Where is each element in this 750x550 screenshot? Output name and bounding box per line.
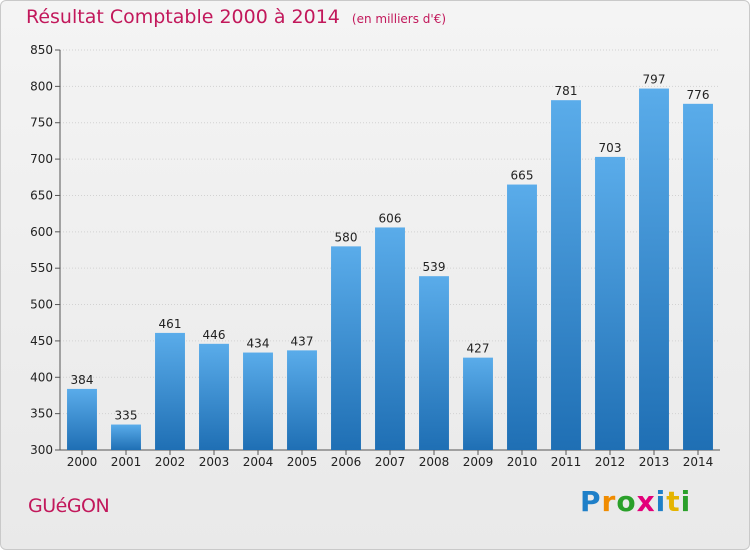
y-tick-label: 500 — [30, 298, 53, 312]
y-tick-label: 700 — [30, 152, 53, 166]
bar-2001 — [111, 424, 141, 450]
x-tick-label-2012: 2012 — [595, 455, 626, 469]
data-label-2005: 437 — [291, 334, 314, 348]
logo-letter: r — [601, 485, 617, 518]
y-tick-label: 750 — [30, 116, 53, 130]
bar-2010 — [507, 184, 537, 450]
x-tick-label-2014: 2014 — [683, 455, 714, 469]
x-tick-label-2004: 2004 — [243, 455, 274, 469]
data-label-2011: 781 — [555, 84, 578, 98]
logo-letter: i — [655, 485, 667, 518]
place-name: GUéGON — [28, 495, 110, 517]
x-tick-label-2010: 2010 — [507, 455, 538, 469]
data-label-2006: 580 — [335, 230, 358, 244]
bar-2000 — [67, 388, 97, 450]
y-tick-label: 550 — [30, 261, 53, 275]
data-label-2000: 384 — [71, 373, 94, 387]
y-tick-label: 400 — [30, 370, 53, 384]
data-label-2010: 665 — [511, 169, 534, 183]
x-tick-label-2002: 2002 — [155, 455, 186, 469]
data-label-2014: 776 — [687, 88, 710, 102]
logo-letter: P — [580, 485, 602, 518]
data-label-2001: 335 — [115, 409, 138, 423]
x-tick-label-2009: 2009 — [463, 455, 494, 469]
y-tick-label: 450 — [30, 334, 53, 348]
y-tick-label: 650 — [30, 188, 53, 202]
logo-letter: o — [616, 485, 637, 518]
bar-2008 — [419, 276, 449, 450]
data-label-2007: 606 — [379, 211, 402, 225]
chart-title-main: Résultat Comptable 2000 à 2014 — [26, 6, 340, 28]
data-label-2009: 427 — [467, 342, 490, 356]
data-label-2012: 703 — [599, 141, 622, 155]
x-tick-label-2000: 2000 — [67, 455, 98, 469]
y-tick-label: 350 — [30, 407, 53, 421]
data-label-2004: 434 — [247, 337, 270, 351]
x-tick-label-2005: 2005 — [287, 455, 318, 469]
bar-2014 — [683, 103, 713, 451]
data-label-2013: 797 — [643, 73, 666, 87]
bar-2006 — [331, 246, 361, 450]
x-tick-label-2008: 2008 — [419, 455, 450, 469]
x-tick-label-2006: 2006 — [331, 455, 362, 469]
bar-2011 — [551, 100, 581, 450]
data-label-2003: 446 — [203, 328, 226, 342]
x-tick-label-2003: 2003 — [199, 455, 230, 469]
bar-2002 — [155, 332, 185, 450]
chart-title: Résultat Comptable 2000 à 2014 (en millie… — [26, 6, 446, 28]
data-label-2008: 539 — [423, 260, 446, 274]
bar-2012 — [595, 156, 625, 450]
logo-letter: t — [666, 485, 681, 518]
y-tick-label: 850 — [30, 43, 53, 57]
chart-title-unit: (en milliers d'€) — [351, 12, 447, 26]
y-tick-label: 600 — [30, 225, 53, 239]
y-tick-label: 800 — [30, 79, 53, 93]
y-tick-label: 300 — [30, 443, 53, 457]
data-label-2002: 461 — [159, 317, 182, 331]
logo-letter: x — [636, 485, 656, 518]
bar-2005 — [287, 350, 317, 450]
bar-2004 — [243, 352, 273, 450]
bar-2009 — [463, 357, 493, 450]
logo-letter: i — [680, 485, 692, 518]
x-tick-label-2013: 2013 — [639, 455, 670, 469]
bar-2003 — [199, 343, 229, 450]
x-tick-label-2007: 2007 — [375, 455, 406, 469]
proxiti-logo: Proxiti — [580, 485, 691, 518]
x-tick-label-2011: 2011 — [551, 455, 582, 469]
bar-2007 — [375, 227, 405, 450]
x-tick-label-2001: 2001 — [111, 455, 142, 469]
bar-2013 — [639, 88, 669, 450]
